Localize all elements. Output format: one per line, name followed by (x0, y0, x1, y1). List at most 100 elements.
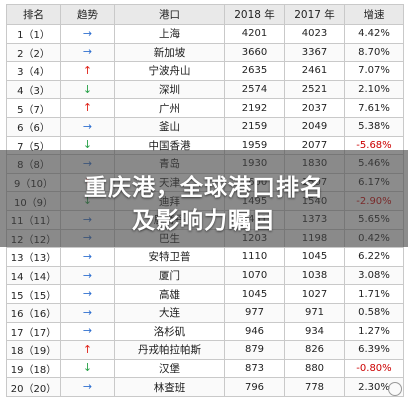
header-growth: 增速 (344, 4, 404, 25)
port-cell: 丹戎帕拉帕斯 (114, 340, 225, 360)
table-row: 4（3） ↓ 深圳 2574 2521 2.10% (6, 79, 404, 100)
growth-cell: 2.10% (344, 79, 404, 100)
value-2017-cell: 1038 (284, 265, 345, 286)
growth-cell: 7.61% (344, 98, 404, 118)
rank-cell: 5（7） (6, 98, 61, 118)
growth-cell: 1.27% (344, 321, 404, 342)
port-cell: 厦门 (114, 265, 225, 286)
rank-cell: 4（3） (6, 79, 61, 100)
trend-right-arrow-icon: → (82, 268, 93, 282)
value-2018-cell: 2635 (224, 61, 285, 81)
trend-up-arrow-icon: ↑ (82, 63, 93, 77)
trend-cell: → (60, 24, 115, 44)
header-port: 港口 (114, 4, 225, 25)
rank-cell: 17（17） (6, 321, 61, 342)
trend-cell: ↑ (60, 61, 115, 81)
growth-cell: -0.80% (344, 358, 404, 379)
value-2017-cell: 2037 (284, 98, 345, 118)
trend-cell: → (60, 377, 115, 397)
rank-cell: 20（20） (6, 377, 61, 397)
rank-cell: 14（14） (6, 265, 61, 286)
value-2018-cell: 4201 (224, 24, 285, 44)
port-cell: 广州 (114, 98, 225, 118)
value-2017-cell: 778 (284, 377, 345, 397)
value-2018-cell: 2192 (224, 98, 285, 118)
table-row: 6（6） → 釜山 2159 2049 5.38% (6, 116, 404, 137)
growth-cell: 3.08% (344, 265, 404, 286)
trend-down-arrow-icon: ↓ (82, 82, 93, 96)
rank-cell: 13（13） (6, 247, 61, 267)
value-2018-cell: 946 (224, 321, 285, 342)
trend-right-arrow-icon: → (82, 45, 93, 59)
value-2017-cell: 971 (284, 302, 345, 323)
port-cell: 大连 (114, 302, 225, 323)
trend-cell: ↓ (60, 358, 115, 379)
growth-cell: 1.71% (344, 284, 404, 304)
value-2018-cell: 796 (224, 377, 285, 397)
headline-line-1: 重庆港，全球港口排名 (84, 175, 324, 201)
trend-up-arrow-icon: ↑ (82, 342, 93, 356)
trend-cell: ↑ (60, 340, 115, 360)
table-row: 1（1） → 上海 4201 4023 4.42% (6, 24, 404, 44)
table-row: 15（15） → 高雄 1045 1027 1.71% (6, 284, 404, 304)
value-2017-cell: 2461 (284, 61, 345, 81)
trend-right-arrow-icon: → (82, 324, 93, 338)
rank-cell: 16（16） (6, 302, 61, 323)
trend-down-arrow-icon: ↓ (82, 138, 93, 152)
value-2018-cell: 2574 (224, 79, 285, 100)
value-2017-cell: 880 (284, 358, 345, 379)
port-cell: 洛杉矶 (114, 321, 225, 342)
trend-right-arrow-icon: → (82, 26, 93, 40)
value-2017-cell: 3367 (284, 42, 345, 63)
value-2017-cell: 826 (284, 340, 345, 360)
growth-cell: 4.42% (344, 24, 404, 44)
header-trend: 趋势 (60, 4, 115, 25)
growth-cell: 5.38% (344, 116, 404, 137)
watermark (388, 382, 402, 396)
header-2017: 2017 年 (284, 4, 345, 25)
value-2017-cell: 4023 (284, 24, 345, 44)
port-cell: 深圳 (114, 79, 225, 100)
trend-cell: → (60, 321, 115, 342)
growth-cell: 0.58% (344, 302, 404, 323)
rank-cell: 2（2） (6, 42, 61, 63)
port-cell: 林查班 (114, 377, 225, 397)
growth-cell: 8.70% (344, 42, 404, 63)
port-cell: 高雄 (114, 284, 225, 304)
headline-overlay (0, 150, 408, 247)
table-row: 20（20） → 林查班 796 778 2.30% (6, 377, 404, 397)
growth-cell: 6.22% (344, 247, 404, 267)
value-2018-cell: 2159 (224, 116, 285, 137)
rank-cell: 6（6） (6, 116, 61, 137)
port-cell: 釜山 (114, 116, 225, 137)
trend-right-arrow-icon: → (82, 305, 93, 319)
trend-cell: → (60, 302, 115, 323)
value-2017-cell: 934 (284, 321, 345, 342)
port-cell: 上海 (114, 24, 225, 44)
trend-right-arrow-icon: → (82, 380, 93, 394)
value-2018-cell: 1070 (224, 265, 285, 286)
table-row: 14（14） → 厦门 1070 1038 3.08% (6, 265, 404, 286)
trend-cell: → (60, 247, 115, 267)
trend-down-arrow-icon: ↓ (82, 361, 93, 375)
port-cell: 新加坡 (114, 42, 225, 63)
value-2018-cell: 879 (224, 340, 285, 360)
rank-cell: 19（18） (6, 358, 61, 379)
header-rank: 排名 (6, 4, 61, 25)
port-cell: 宁波舟山 (114, 61, 225, 81)
trend-cell: → (60, 284, 115, 304)
value-2017-cell: 2521 (284, 79, 345, 100)
trend-right-arrow-icon: → (82, 249, 93, 263)
table-row: 13（13） → 安特卫普 1110 1045 6.22% (6, 247, 404, 267)
headline-line-2: 及影响力瞩目 (132, 208, 276, 234)
value-2017-cell: 1027 (284, 284, 345, 304)
growth-cell: 7.07% (344, 61, 404, 81)
value-2018-cell: 977 (224, 302, 285, 323)
rank-cell: 18（19） (6, 340, 61, 360)
table-row: 2（2） → 新加坡 3660 3367 8.70% (6, 42, 404, 63)
value-2017-cell: 2049 (284, 116, 345, 137)
trend-right-arrow-icon: → (82, 287, 93, 301)
rank-cell: 1（1） (6, 24, 61, 44)
value-2018-cell: 873 (224, 358, 285, 379)
value-2018-cell: 1045 (224, 284, 285, 304)
